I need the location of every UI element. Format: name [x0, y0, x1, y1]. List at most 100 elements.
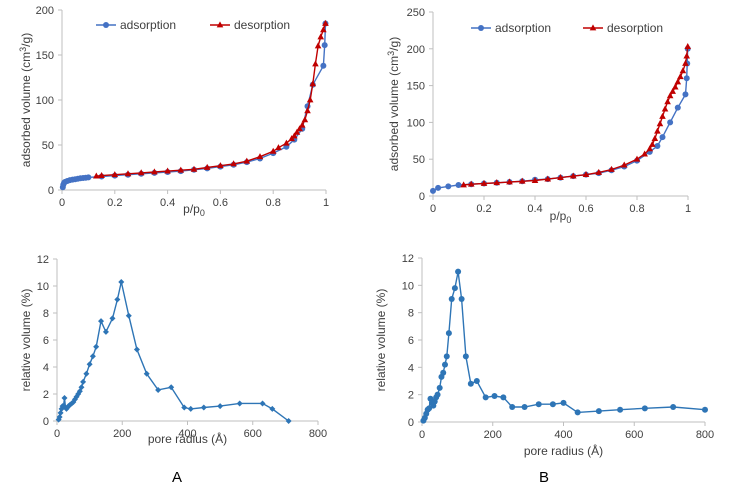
data-point	[320, 26, 327, 33]
data-point	[312, 60, 319, 67]
data-point	[569, 172, 577, 179]
data-point	[98, 318, 105, 325]
x-tick-label: 0	[419, 429, 425, 441]
data-point	[151, 168, 158, 175]
data-point	[111, 171, 119, 178]
data-point	[666, 92, 674, 99]
data-point	[125, 312, 132, 319]
data-point	[168, 384, 175, 391]
x-axis-title: p/p0	[183, 202, 205, 218]
x-axis-title: p/p0	[550, 209, 572, 225]
data-point	[448, 296, 455, 302]
data-point	[445, 330, 452, 337]
data-point	[243, 157, 251, 164]
data-point	[56, 413, 63, 420]
y-tick-label: 8	[408, 308, 414, 320]
data-point	[659, 134, 666, 141]
series-line	[422, 271, 706, 421]
x-axis-title: pore radius (Å)	[148, 431, 227, 446]
x-tick-label: 1	[685, 203, 691, 215]
data-point	[93, 172, 100, 179]
data-point	[133, 346, 140, 353]
data-point	[57, 409, 64, 416]
legend: adsorption desorption	[471, 21, 663, 35]
data-point	[296, 125, 303, 132]
data-point	[443, 353, 450, 360]
data-point	[269, 147, 277, 154]
data-point	[301, 116, 309, 123]
y-tick-label: 2	[408, 390, 414, 402]
data-point	[314, 42, 322, 49]
legend: adsorption desorption	[96, 18, 290, 32]
y-tick-label: 250	[407, 7, 425, 19]
data-point	[320, 62, 327, 69]
data-point	[426, 405, 433, 412]
data-point	[702, 406, 708, 413]
data-point	[560, 399, 567, 406]
y-axis-title-main: adsorbed volume (cm	[19, 52, 33, 167]
y-axis-title-superscript: 3	[18, 47, 28, 52]
y-tick-label: 6	[43, 335, 49, 347]
data-point	[608, 165, 615, 172]
data-point	[164, 167, 171, 174]
y-tick-label: 0	[48, 185, 54, 197]
x-tick-label: 0	[59, 197, 65, 209]
x-tick-label: 0.4	[160, 197, 175, 209]
data-point	[674, 78, 682, 85]
data-point	[656, 120, 664, 127]
data-point	[114, 296, 121, 303]
y-tick-label: 6	[408, 335, 414, 347]
y-tick-label: 8	[43, 308, 49, 320]
data-point	[595, 408, 602, 415]
x-axis-title-main: pore radius (Å)	[524, 443, 603, 458]
data-point	[641, 150, 648, 157]
x-tick-label: 0.8	[266, 197, 281, 209]
series-desorption	[460, 42, 692, 188]
data-point	[544, 175, 552, 182]
data-point	[230, 160, 237, 167]
series-pore-distribution	[420, 268, 708, 424]
data-point	[493, 179, 501, 186]
data-point	[283, 139, 290, 146]
data-point	[321, 42, 328, 49]
data-point	[434, 391, 441, 398]
y-tick-label: 0	[408, 417, 414, 429]
series-line	[463, 46, 689, 186]
y-tick-label: 12	[37, 254, 49, 266]
data-point	[683, 75, 690, 82]
y-tick-label: 0	[43, 416, 49, 428]
legend-label: desorption	[607, 21, 663, 35]
data-point	[664, 98, 671, 105]
y-axis-title: adsorbed volume (cm3/g)	[18, 33, 33, 167]
data-point	[582, 171, 590, 178]
series-line	[96, 23, 327, 177]
data-point	[460, 181, 467, 188]
data-point	[654, 127, 661, 134]
data-point	[236, 400, 243, 407]
data-point	[682, 59, 689, 66]
x-tick-label: 0.6	[213, 197, 228, 209]
data-point	[651, 134, 659, 141]
x-tick-label: 1	[323, 197, 329, 209]
series-desorption	[93, 19, 329, 179]
chart-B-pore: 0 200 400 600 800 0 2 4 6 8 10 12 pore radius (Å) rel…	[374, 253, 714, 458]
data-point	[78, 384, 85, 391]
y-axis-title-end: /g)	[387, 37, 401, 51]
data-point	[118, 278, 125, 285]
data-point	[473, 378, 480, 384]
x-tick-label: 200	[484, 429, 502, 441]
x-tick-label: 0.2	[476, 203, 491, 215]
data-point	[109, 315, 116, 322]
legend-label: adsorption	[120, 18, 176, 32]
y-axis-title-main: relative volume (%)	[19, 289, 33, 392]
x-tick-label: 400	[554, 429, 572, 441]
data-point	[462, 353, 469, 360]
data-point	[674, 104, 681, 111]
data-point	[549, 401, 556, 408]
data-point	[124, 170, 132, 177]
x-axis-title-main: p/p	[550, 209, 567, 223]
y-tick-label: 2	[43, 389, 49, 401]
x-tick-label: 800	[309, 428, 327, 440]
y-tick-label: 4	[408, 362, 414, 374]
legend-marker	[103, 22, 109, 28]
